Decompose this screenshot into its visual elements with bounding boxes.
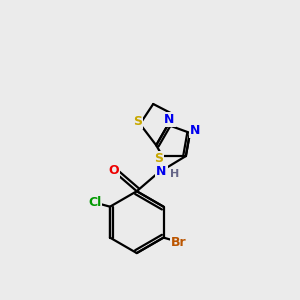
Text: O: O	[109, 164, 119, 177]
Text: Br: Br	[171, 236, 187, 248]
Text: N: N	[156, 165, 167, 178]
Text: N: N	[190, 124, 200, 137]
Text: Cl: Cl	[88, 196, 101, 209]
Text: S: S	[154, 152, 164, 165]
Text: S: S	[133, 115, 142, 128]
Text: H: H	[169, 169, 179, 179]
Text: N: N	[164, 113, 175, 126]
